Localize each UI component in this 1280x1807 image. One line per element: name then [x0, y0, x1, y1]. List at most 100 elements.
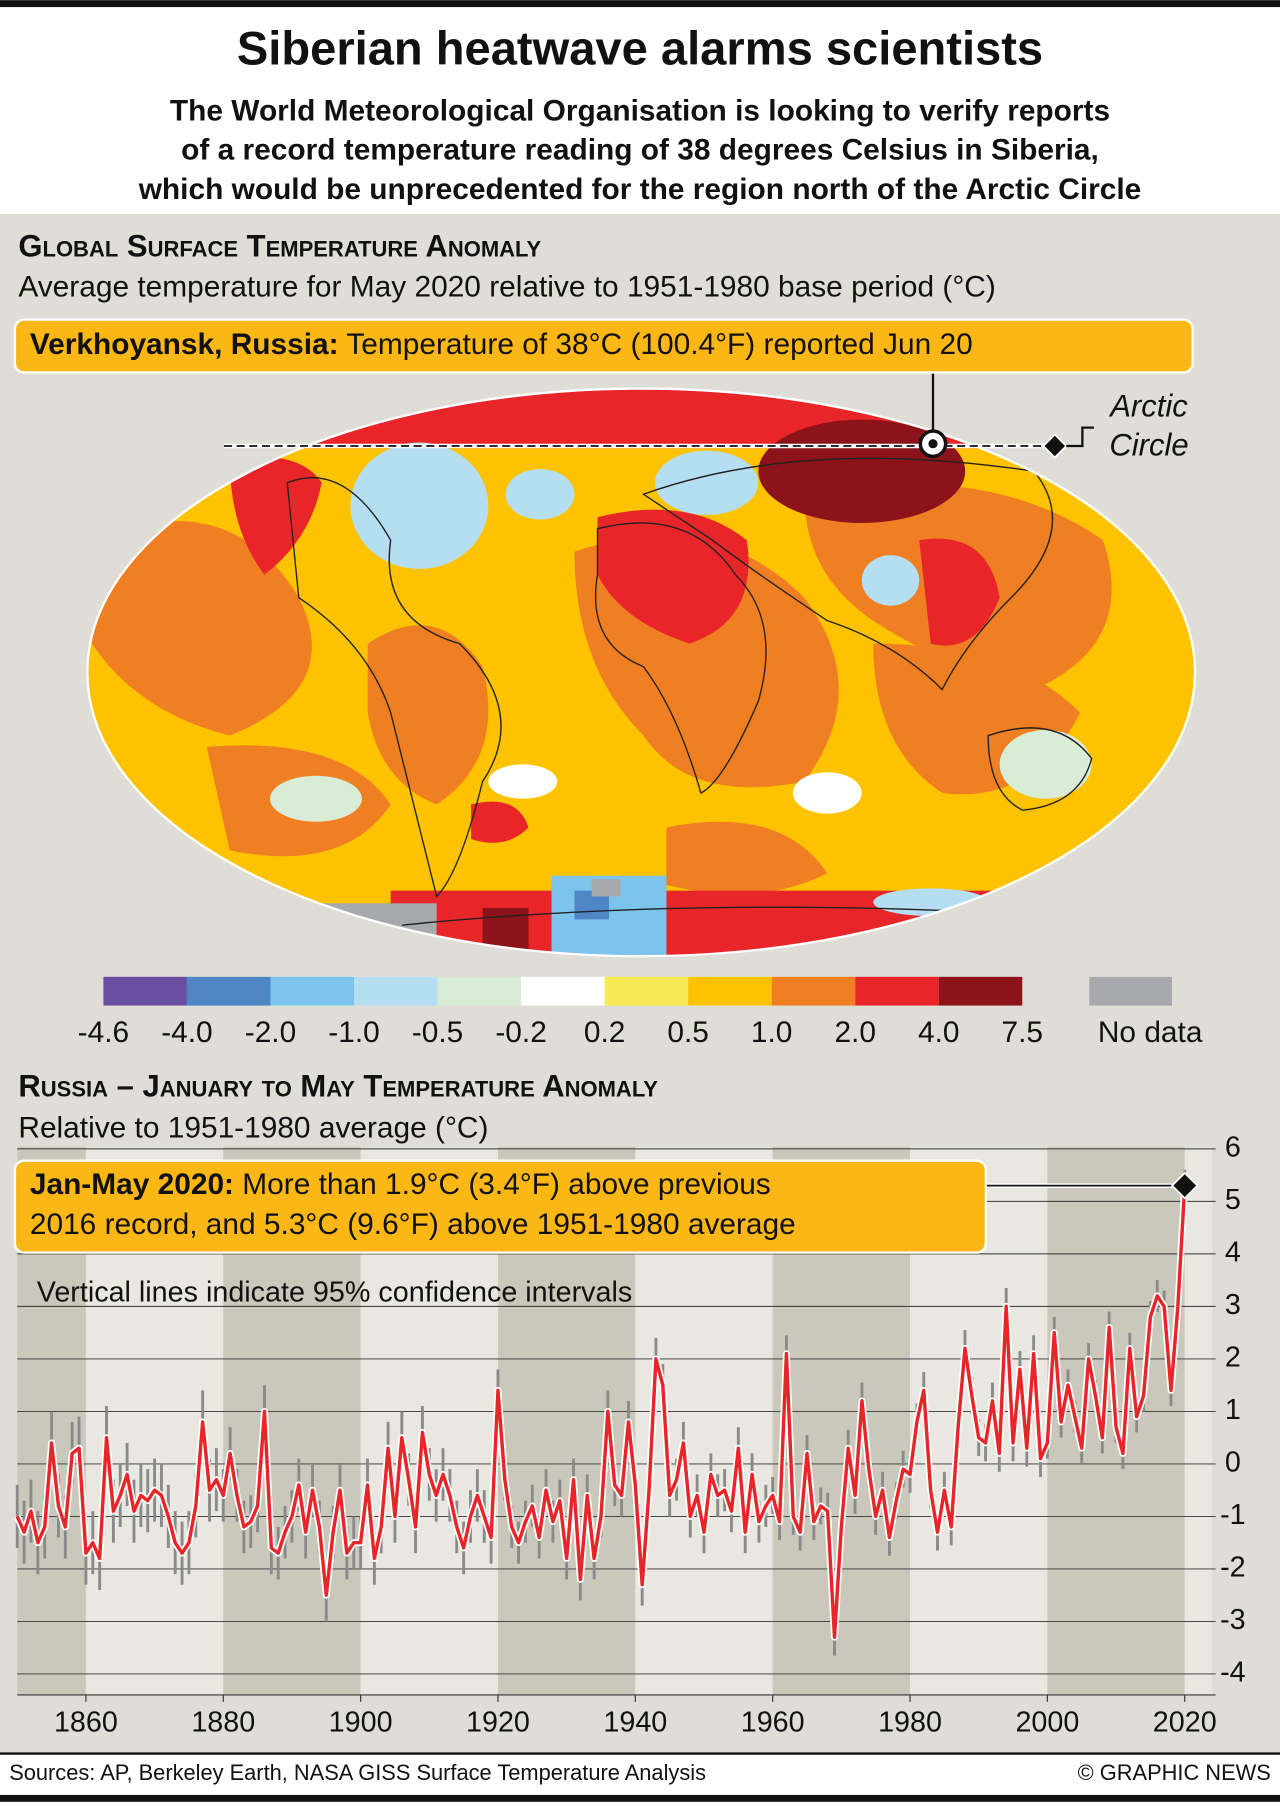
y-tick-label: -2 [1220, 1552, 1246, 1584]
bottom-rule [0, 1794, 1280, 1802]
coastline [641, 457, 1054, 691]
map-region [597, 509, 749, 644]
legend-label: -0.2 [495, 1016, 546, 1049]
y-tick-label: 5 [1225, 1184, 1241, 1216]
map-region [488, 764, 558, 799]
coastline [987, 727, 1093, 811]
callout-text: Temperature of 38°C (100.4°F) reported J… [339, 328, 973, 361]
location-marker-dot [928, 439, 938, 449]
callout-bold: Jan-May 2020: [30, 1168, 234, 1201]
x-tick-label: 1960 [741, 1706, 805, 1738]
top-rule [0, 0, 1280, 8]
legend-swatch [688, 976, 772, 1006]
legend-swatch [270, 976, 355, 1006]
arctic-label: Arctic [1108, 388, 1188, 423]
map-region [666, 821, 828, 895]
y-tick-label: 1 [1225, 1394, 1241, 1426]
legend-swatch [1089, 976, 1172, 1006]
map-legend: -4.6 -4.0 -2.0 -1.0 -0.5 -0.2 0.2 0.5 1.0 2.0 4.0 7… [78, 976, 1203, 1049]
legend-label: 7.5 [1002, 1016, 1044, 1049]
map-region [91, 521, 312, 736]
map-region [471, 801, 529, 843]
chart-subtitle: Relative to 1951-1980 average (°C) [18, 1112, 488, 1145]
map-region [792, 772, 862, 814]
temperature-line [15, 1185, 1187, 1639]
y-tick-label: -4 [1220, 1657, 1246, 1689]
y-tick-label: 3 [1225, 1289, 1241, 1321]
arctic-leader [1066, 426, 1094, 448]
legend-label: -4.0 [161, 1016, 212, 1049]
chart-callout: 2016 record, and 5.3°C (9.6°F) above 195… [30, 1208, 796, 1241]
annotation: Vertical lines indicate 95% confidence i… [37, 1277, 632, 1309]
x-tick-label: 1900 [329, 1706, 393, 1738]
callout-text: More than 1.9°C (3.4°F) above previous [234, 1168, 771, 1201]
line-chart: -4 -3 -2 -1 0 1 2 3 4 5 6 1860 1880 1900 1920 1940 1960 1… [13, 1131, 1246, 1738]
chart-callout-box [13, 1159, 988, 1254]
legend-swatch [771, 976, 856, 1006]
subtitle-line: of a record temperature reading of 38 de… [181, 134, 1099, 167]
legend-label: -1.0 [328, 1016, 379, 1049]
map-region [350, 442, 489, 569]
legend-swatch [938, 976, 1023, 1006]
legend-label: No data [1098, 1016, 1203, 1049]
y-tick-label: 2 [1225, 1341, 1241, 1373]
map-outline [86, 387, 1197, 958]
subtitle-line: The World Meteorological Organisation is… [170, 95, 1110, 128]
map-region [229, 456, 322, 575]
chart-callout: Jan-May 2020: More than 1.9°C (3.4°F) ab… [30, 1168, 771, 1201]
arctic-label: Circle [1109, 427, 1188, 462]
legend-label: 0.5 [667, 1016, 709, 1049]
y-tick-label: -3 [1220, 1604, 1246, 1636]
legend-label: -4.6 [78, 1016, 129, 1049]
map-callout-box [13, 318, 1194, 374]
coastline [594, 522, 767, 794]
legend-swatch [186, 976, 271, 1006]
y-tick-label: -1 [1220, 1499, 1246, 1531]
legend-swatch [437, 976, 522, 1006]
x-tick-label: 2020 [1153, 1706, 1217, 1738]
coastline [402, 906, 1012, 926]
legend-label: 0.2 [584, 1016, 626, 1049]
y-tick-label: 4 [1225, 1236, 1241, 1268]
coastline [286, 477, 502, 898]
y-tick-label: 6 [1225, 1131, 1241, 1163]
sources: Sources: AP, Berkeley Earth, NASA GISS S… [9, 1760, 706, 1785]
decade-band [1184, 1146, 1213, 1695]
callout-bold: Verkhoyansk, Russia: [30, 328, 339, 361]
map-region [919, 538, 1000, 646]
map-region [861, 555, 920, 606]
map-subheading: Average temperature for May 2020 relativ… [18, 270, 995, 303]
map-region [591, 879, 621, 897]
title: Siberian heatwave alarms scientists [237, 21, 1043, 74]
x-tick-label: 1880 [191, 1706, 255, 1738]
subtitle-line: which would be unprecedented for the reg… [138, 173, 1142, 206]
legend-label: 4.0 [918, 1016, 960, 1049]
map-callout: Verkhoyansk, Russia: Temperature of 38°C… [30, 328, 973, 361]
x-tick-label: 1860 [54, 1706, 118, 1738]
arctic-marker [1042, 433, 1068, 459]
legend-label: 2.0 [834, 1016, 876, 1049]
map-heading: Global Surface Temperature Anomaly [18, 229, 541, 264]
map-region [270, 775, 362, 822]
map-region [654, 450, 759, 515]
legend-swatch [521, 976, 605, 1006]
x-tick-label: 1980 [878, 1706, 942, 1738]
legend-swatch [354, 976, 438, 1006]
chart-title: Russia – January to May Temperature Anom… [18, 1068, 658, 1103]
legend-label: 1.0 [751, 1016, 793, 1049]
map-region [999, 729, 1092, 799]
latest-marker [1170, 1171, 1199, 1200]
map-region [505, 468, 575, 520]
credit: © GRAPHIC NEWS [1078, 1760, 1271, 1785]
legend-label: -2.0 [245, 1016, 296, 1049]
map-region [367, 625, 489, 805]
x-tick-label: 1940 [603, 1706, 667, 1738]
legend-swatch [855, 976, 939, 1006]
legend-swatch [604, 976, 689, 1006]
y-tick-label: 0 [1225, 1447, 1241, 1479]
legend-label: -0.5 [412, 1016, 463, 1049]
x-tick-label: 1920 [466, 1706, 530, 1738]
legend-swatch [103, 976, 187, 1006]
